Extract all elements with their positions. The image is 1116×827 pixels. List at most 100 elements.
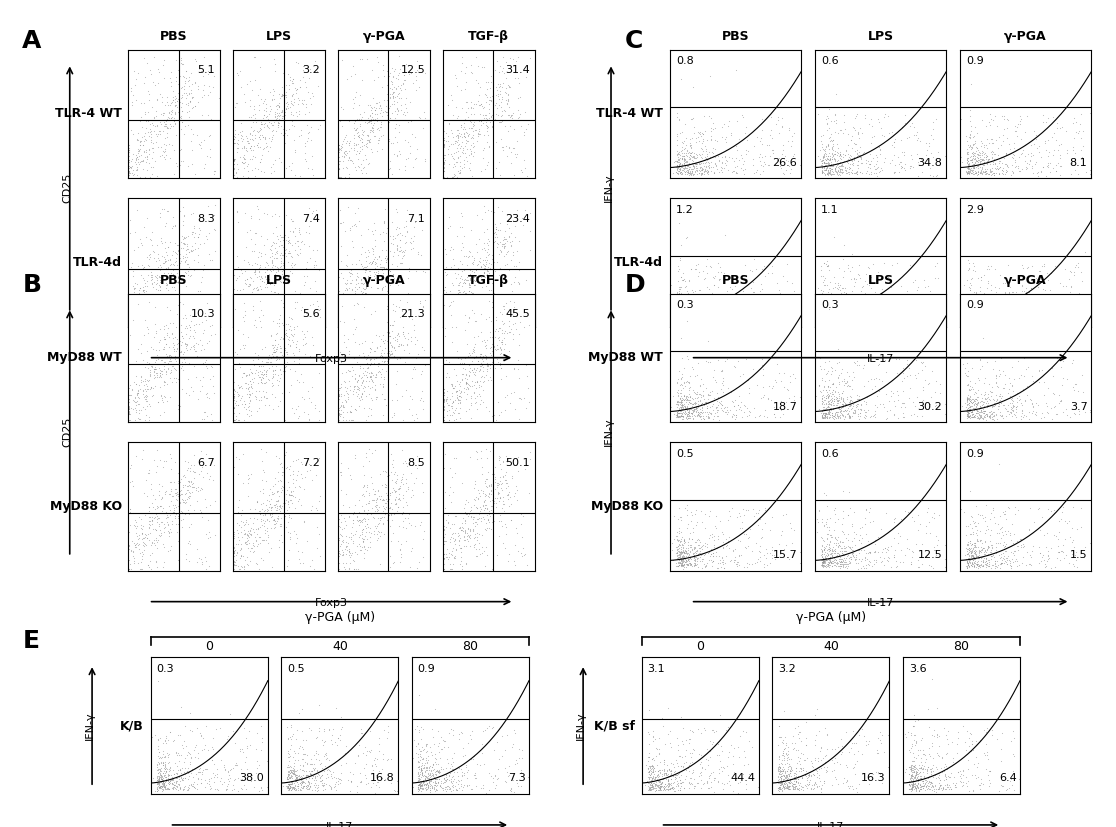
Point [1047,165,1065,178]
Point [960,739,978,753]
Point [468,259,485,272]
Point [992,779,1010,792]
Point [283,775,301,788]
Point [330,170,348,183]
Point [163,772,181,786]
Point [814,556,831,569]
Point [227,362,244,375]
Point [772,775,790,788]
Point [128,164,146,177]
Point [822,367,840,380]
Point [670,534,687,547]
Point [385,136,403,150]
Point [831,160,849,173]
Point [285,224,302,237]
Point [132,170,150,183]
Point [819,315,837,328]
Point [349,514,367,527]
Point [781,772,799,786]
Point [121,388,138,401]
Point [234,327,252,340]
Point [960,166,978,179]
Point [146,120,164,133]
Point [225,294,243,307]
Point [372,129,389,142]
Point [828,156,846,170]
Point [1024,401,1042,414]
Point [473,353,491,366]
Point [137,293,155,306]
Point [233,782,251,796]
Point [336,276,354,289]
Point [903,152,921,165]
Point [972,533,990,547]
Point [465,527,483,540]
Point [227,273,244,286]
Point [150,478,167,491]
Point [982,390,1000,403]
Point [268,103,286,116]
Point [965,161,983,174]
Point [271,362,289,375]
Point [979,769,997,782]
Point [277,85,295,98]
Point [439,779,456,792]
Point [896,548,914,562]
Point [677,159,695,172]
Point [345,313,363,326]
Point [812,409,830,422]
Point [1047,133,1065,146]
Point [297,261,315,275]
Point [334,348,352,361]
Point [410,778,427,791]
Point [371,260,388,273]
Text: 12.5: 12.5 [401,65,425,75]
Point [455,382,473,395]
Point [271,342,289,355]
Point [353,375,371,388]
Point [473,281,491,294]
Point [683,112,701,126]
Point [432,774,450,787]
Point [899,542,917,555]
Point [344,534,362,547]
Point [674,150,692,163]
Point [924,779,942,792]
Point [429,777,446,790]
Point [346,306,364,319]
Point [435,139,453,152]
Point [267,516,285,529]
Point [482,770,500,783]
Point [503,772,521,785]
Point [258,280,276,293]
Point [684,310,702,323]
Point [345,380,363,393]
Point [906,369,924,382]
Point [386,331,404,344]
Point [364,375,382,389]
Point [335,399,353,412]
Point [488,352,506,366]
Point [676,547,694,560]
Point [456,287,474,300]
Point [494,143,512,156]
Point [258,256,276,269]
Point [667,753,685,767]
Point [241,472,259,485]
Point [145,111,163,124]
Point [818,167,836,180]
Point [375,380,393,393]
Point [238,739,256,753]
Point [472,358,490,371]
Point [689,407,706,420]
Point [1026,125,1043,138]
Point [668,162,686,175]
Point [691,306,709,319]
Point [439,772,456,786]
Point [983,541,1001,554]
Point [670,152,687,165]
Point [280,782,298,795]
Point [138,280,156,293]
Point [966,393,984,406]
Point [991,398,1009,411]
